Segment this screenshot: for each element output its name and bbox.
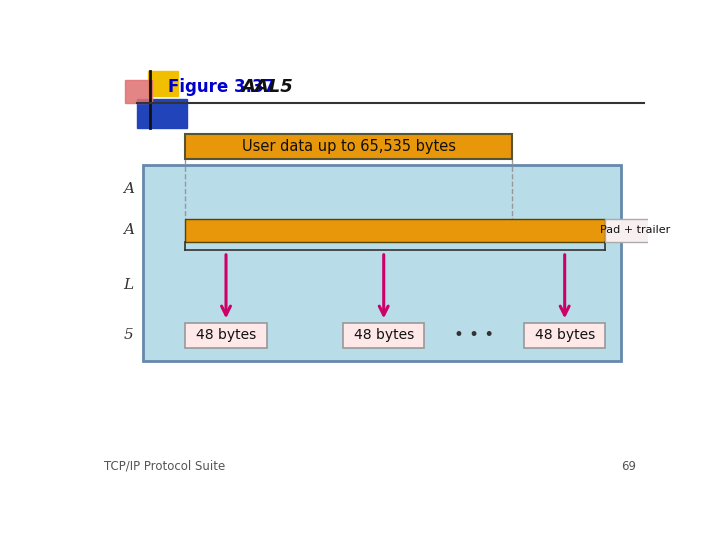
Bar — [143, 165, 621, 361]
Text: Figure 3.37: Figure 3.37 — [168, 78, 275, 96]
Bar — [524, 323, 606, 348]
Text: A: A — [123, 182, 134, 196]
Text: 69: 69 — [621, 460, 636, 473]
Bar — [185, 323, 266, 348]
Bar — [343, 323, 424, 348]
Bar — [185, 134, 513, 159]
Text: • • •: • • • — [454, 327, 494, 345]
Text: 48 bytes: 48 bytes — [534, 328, 595, 342]
Text: Pad + trailer: Pad + trailer — [600, 225, 671, 235]
Text: L: L — [124, 279, 134, 292]
Bar — [606, 219, 666, 242]
Text: A: A — [123, 224, 134, 238]
Text: TCP/IP Protocol Suite: TCP/IP Protocol Suite — [104, 460, 225, 473]
Bar — [125, 80, 152, 103]
Text: 48 bytes: 48 bytes — [196, 328, 256, 342]
Text: User data up to 65,535 bytes: User data up to 65,535 bytes — [242, 139, 456, 154]
Text: 48 bytes: 48 bytes — [354, 328, 414, 342]
Bar — [137, 99, 187, 128]
Text: AAL5: AAL5 — [241, 78, 293, 96]
Text: 5: 5 — [124, 328, 134, 342]
Bar — [185, 219, 606, 242]
Bar — [148, 71, 178, 96]
